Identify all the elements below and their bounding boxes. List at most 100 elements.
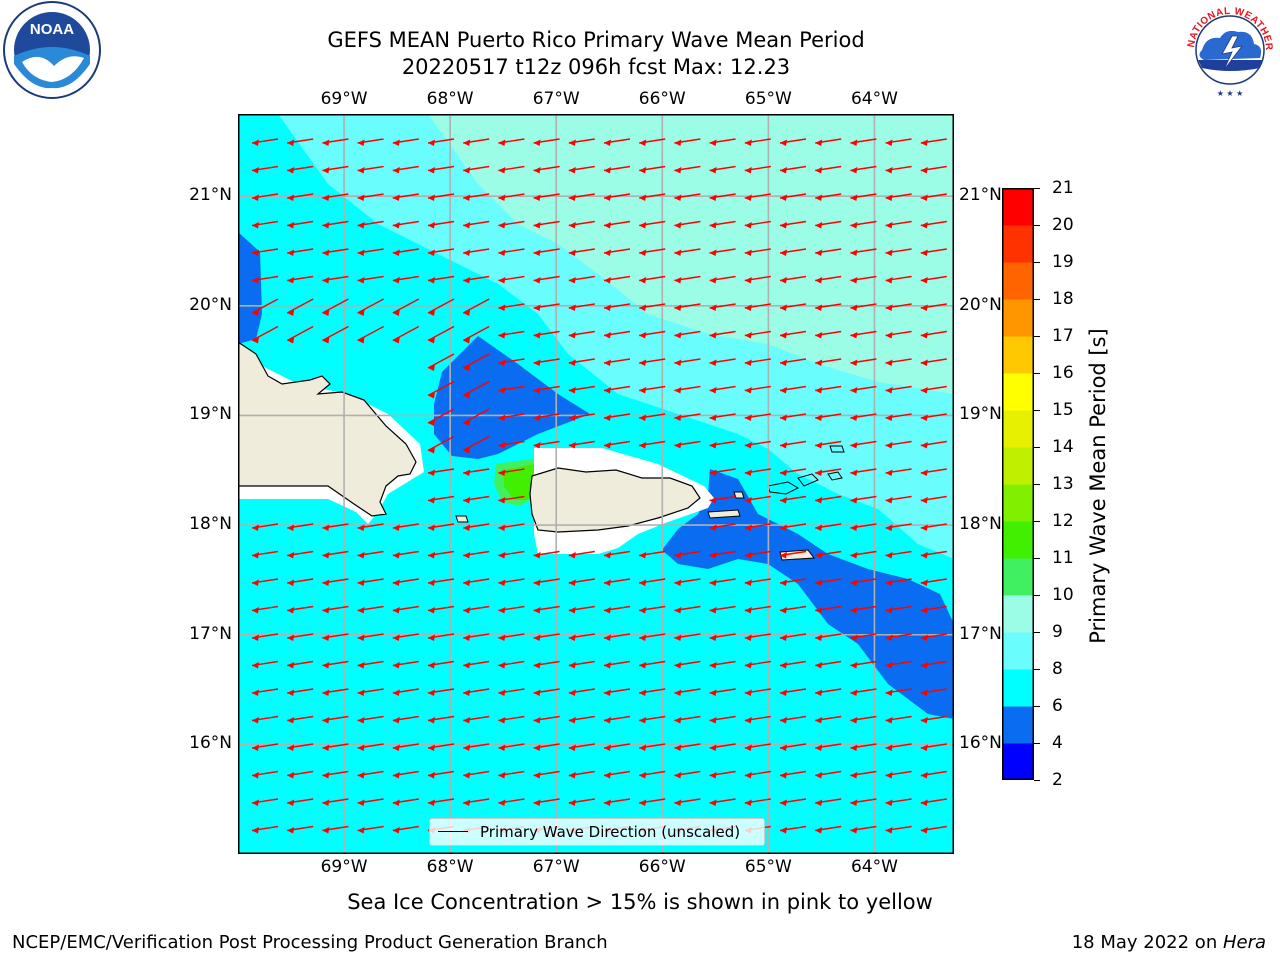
colorbar-title-text: Primary Wave Mean Period [s] [1086,328,1110,644]
wave-arrow [392,825,419,834]
wave-arrow [815,825,842,834]
wave-arrow [885,495,912,504]
lat-tick-right: 20°N [959,294,1002,315]
wave-arrow [251,298,279,316]
wave-arrow [709,413,736,421]
wave-arrow [674,413,701,421]
wave-arrow [920,138,947,146]
wave-arrow [709,688,736,696]
wave-arrow [885,358,912,366]
wave-arrow [920,413,947,421]
wave-arrow [779,743,807,751]
wave-arrow [568,165,595,174]
wave-arrow [709,578,736,586]
wave-arrow [287,633,314,641]
wave-arrow [603,578,631,586]
wave-arrow [287,743,314,751]
wave-arrow [251,578,279,586]
wave-arrow [392,193,419,201]
wave-arrow [498,193,525,201]
wave-arrow [815,138,842,146]
wave-arrow [427,248,455,256]
wave-arrow [920,825,947,834]
wave-arrow [744,688,771,696]
wave-arrow [744,220,771,229]
wave-arrow [815,770,842,779]
wave-arrow [498,385,525,394]
wave-arrow [674,440,701,449]
wave-arrow [287,550,314,559]
wave-arrow [709,770,736,779]
wave-arrow [533,248,560,256]
wave-arrow [357,248,384,256]
colorbar-tick-label: 10 [1052,585,1074,605]
wave-arrow [603,440,631,449]
sea-ice-note: Sea Ice Concentration > 15% is shown in … [347,890,933,914]
wave-arrow [709,660,736,669]
colorbar-band [1002,595,1034,633]
wave-arrow [427,605,455,614]
wave-arrow [850,330,877,339]
wave-arrow [463,578,490,586]
wave-arrow [568,248,595,256]
wave-arrow [674,605,701,614]
nws-logo-icon: NATIONAL WEATHER SERVICE ★ ★ ★ [1176,0,1277,98]
wave-arrow [498,468,525,476]
wave-arrow [639,770,666,779]
wave-arrow [885,468,912,476]
wave-arrow [639,303,666,311]
wave-arrow [498,358,525,366]
wave-arrow [498,413,525,421]
colorbar-band [1002,558,1034,596]
wave-arrow [639,578,666,586]
wave-arrow [850,688,877,696]
wave-arrow [287,523,314,531]
wave-arrow [498,138,525,146]
wave-arrow [357,193,384,201]
wave-arrow [287,825,314,834]
wave-arrow [709,138,736,146]
wave-arrow [744,798,771,806]
wave-arrow [815,303,842,311]
footer-host: Hera [1222,932,1266,953]
colorbar-band [1002,669,1034,707]
wave-arrow [885,248,912,256]
wave-arrow [779,468,807,476]
wave-arrow [568,688,595,696]
wave-arrow [287,220,314,229]
wave-arrow [885,825,912,834]
legend-label: Primary Wave Direction (unscaled) [480,823,741,841]
wave-arrow [744,468,771,476]
wave-arrow [850,468,877,476]
wave-arrow [568,275,595,284]
wave-arrow [498,770,525,779]
wave-arrow [920,770,947,779]
colorbar-tick-label: 19 [1052,252,1074,272]
wave-arrow [744,523,771,531]
colorbar-tick-mark [1034,668,1040,670]
wave-arrow [850,165,877,174]
wave-arrow [674,715,701,724]
colorbar-tick-label: 14 [1052,437,1074,457]
wave-arrow [850,440,877,449]
wave-arrow [357,660,384,669]
wave-arrow [639,275,666,284]
wave-arrow [639,413,666,421]
wave-arrow [357,275,384,284]
wave-arrow [498,523,525,531]
wave-arrow [603,550,631,559]
wave-arrow [462,435,490,454]
wave-arrow [779,413,807,421]
wave-arrow [744,275,771,284]
wave-arrow [251,220,279,229]
wave-arrow [251,275,279,284]
wave-arrow [498,578,525,586]
wave-arrow [709,633,736,641]
wave-arrow [463,715,490,724]
wave-arrow [815,165,842,174]
wave-arrow [920,523,947,531]
wave-arrow [920,358,947,366]
wave-arrow [850,275,877,284]
wave-arrow [427,298,455,316]
wave-arrow [709,220,736,229]
